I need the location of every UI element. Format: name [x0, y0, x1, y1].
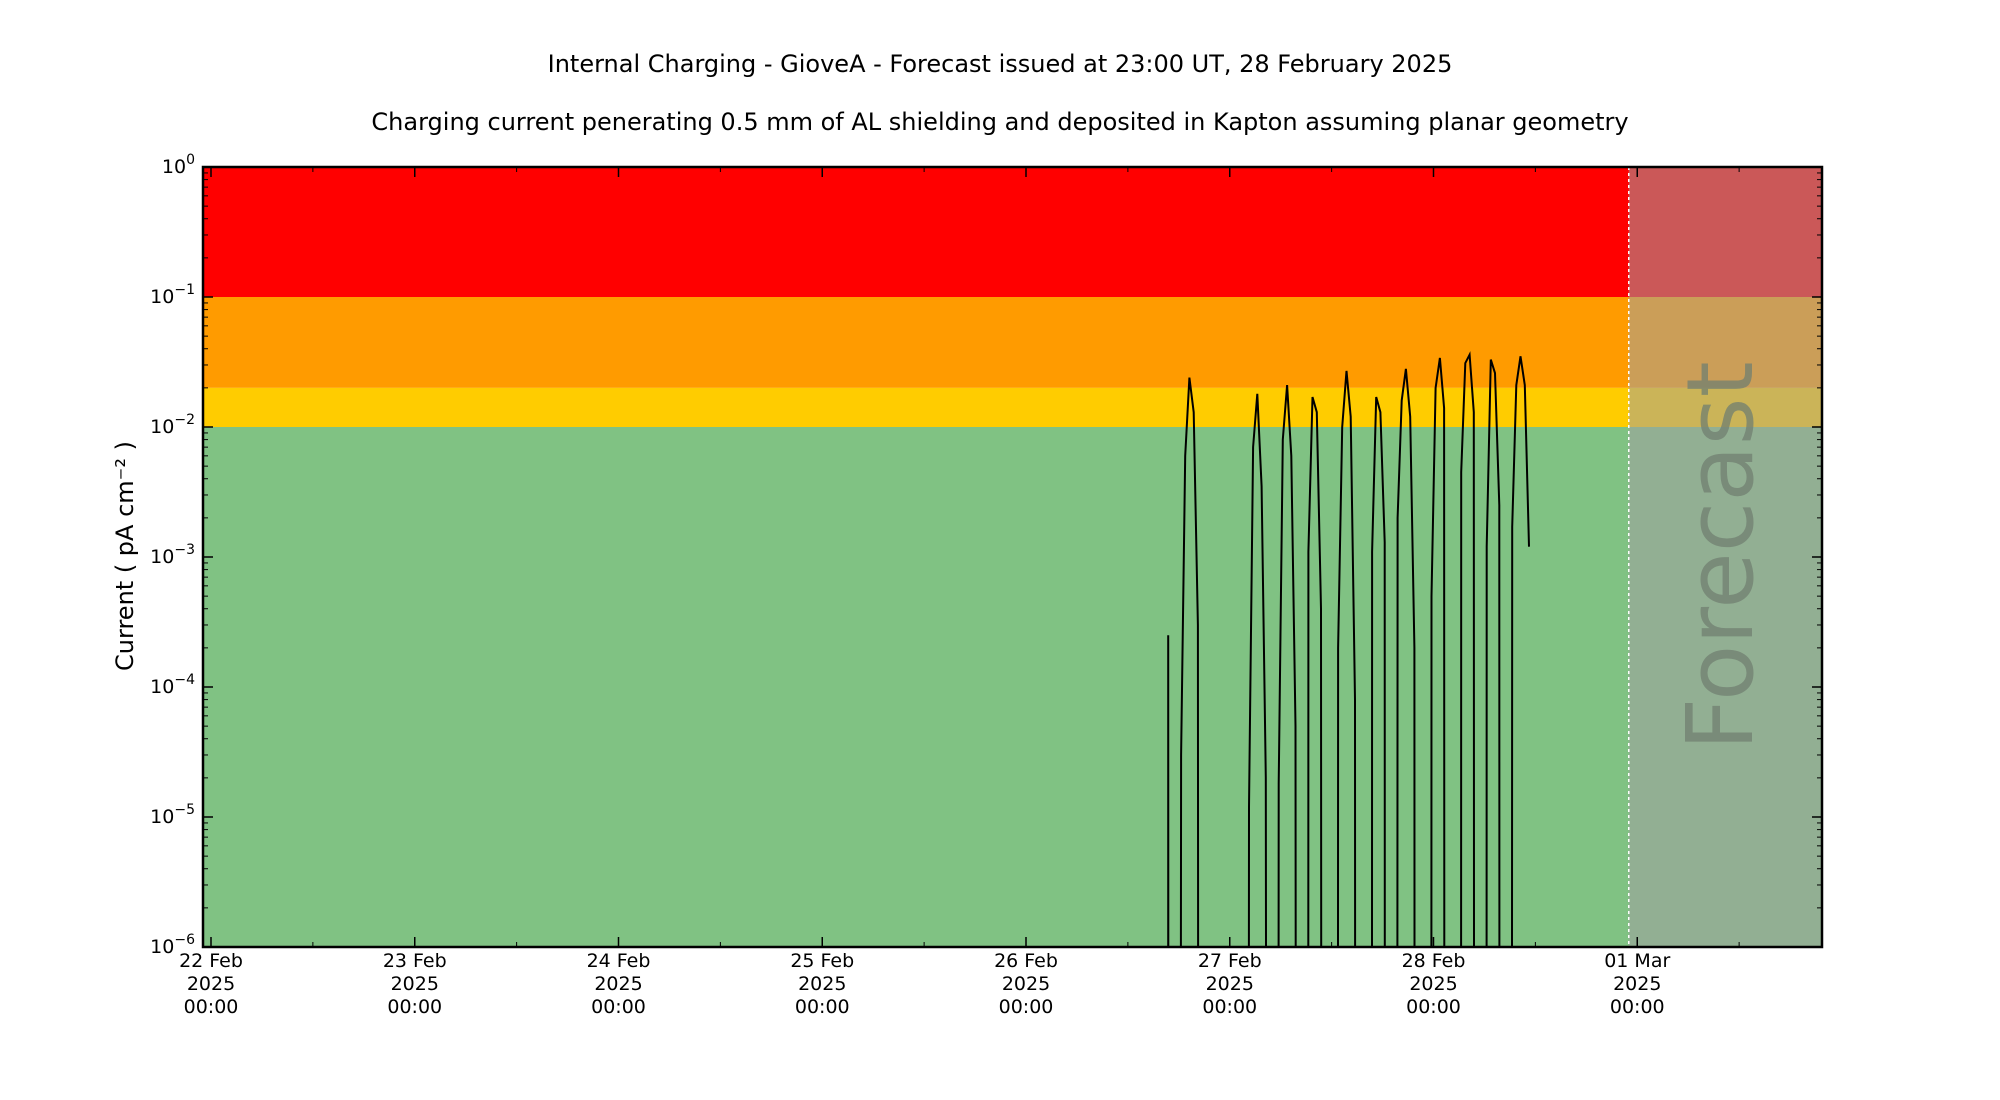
y-tick-label: 10−2 — [150, 412, 195, 438]
x-tick-label: 22 Feb 2025 00:00 — [179, 950, 243, 1018]
y-tick-label: 10−5 — [150, 802, 195, 828]
y-tick-label: 10−3 — [150, 542, 195, 568]
chart-title: Internal Charging - GioveA - Forecast is… — [548, 50, 1453, 78]
forecast-label: Forecast — [1667, 361, 1774, 750]
x-tick-label: 28 Feb 2025 00:00 — [1402, 950, 1466, 1018]
y-tick-label: 10−4 — [150, 672, 195, 698]
forecast-region: Forecast — [1628, 167, 1822, 947]
band-red — [203, 167, 1822, 297]
y-tick-label: 10−1 — [150, 282, 195, 308]
x-tick-label: 25 Feb 2025 00:00 — [790, 950, 854, 1018]
x-tick-label: 01 Mar 2025 00:00 — [1604, 950, 1670, 1018]
y-axis-ticks: 10−6 10−5 10−4 10−3 10−2 10−1 100 — [150, 152, 1822, 958]
y-tick-label: 100 — [162, 152, 195, 178]
x-tick-label: 23 Feb 2025 00:00 — [383, 950, 447, 1018]
y-tick-label: 10−6 — [150, 932, 195, 958]
y-axis-label: Current ( pA cm⁻² ) — [111, 441, 139, 671]
x-tick-label: 24 Feb 2025 00:00 — [587, 950, 651, 1018]
x-axis-ticks: 22 Feb 2025 00:00 23 Feb 2025 00:00 24 Feb 2025… — [179, 167, 1740, 1018]
x-tick-label: 27 Feb 2025 00:00 — [1198, 950, 1262, 1018]
forecast-shade — [1628, 167, 1822, 947]
band-yellow — [203, 387, 1822, 427]
band-amber — [203, 297, 1822, 388]
threshold-bands — [203, 167, 1822, 947]
chart-subtitle: Charging current penerating 0.5 mm of AL… — [371, 108, 1628, 136]
x-tick-label: 26 Feb 2025 00:00 — [994, 950, 1058, 1018]
band-green — [203, 427, 1822, 947]
